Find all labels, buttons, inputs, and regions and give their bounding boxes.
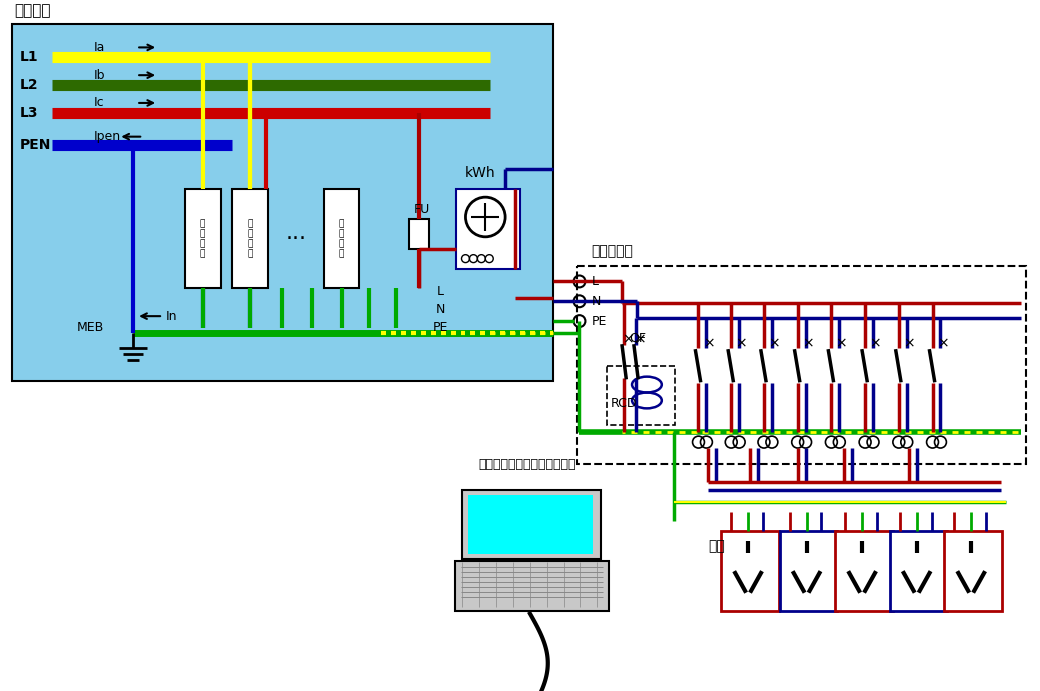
Text: Ib: Ib: [94, 68, 105, 82]
Text: 插座: 插座: [708, 539, 725, 553]
Bar: [607, 366, 675, 425]
Text: kWh: kWh: [465, 167, 496, 180]
Bar: [232, 189, 268, 288]
Text: MEB: MEB: [76, 321, 104, 334]
Text: In: In: [166, 310, 178, 323]
Text: L: L: [437, 285, 444, 299]
Bar: [890, 531, 947, 611]
Text: 居家配电筱: 居家配电筱: [592, 245, 633, 258]
Bar: [722, 531, 779, 611]
Bar: [468, 495, 594, 554]
Text: N: N: [592, 295, 601, 307]
Text: Ia: Ia: [94, 41, 105, 54]
Text: ×: ×: [937, 337, 948, 351]
Text: ···: ···: [285, 229, 307, 249]
Text: N: N: [436, 303, 445, 316]
Text: ×: ×: [622, 333, 634, 347]
Text: ×: ×: [903, 337, 914, 351]
Text: L: L: [592, 275, 598, 288]
Text: RCD: RCD: [612, 397, 638, 410]
Bar: [323, 189, 360, 288]
Text: ×: ×: [835, 337, 848, 351]
Text: ×: ×: [634, 333, 646, 347]
Text: ×: ×: [735, 337, 747, 351]
Text: PE: PE: [592, 314, 606, 328]
Bar: [944, 531, 1002, 611]
Text: ×: ×: [869, 337, 881, 351]
Bar: [576, 265, 1025, 464]
Text: ×: ×: [802, 337, 813, 351]
Text: FU: FU: [414, 202, 430, 216]
Text: QF: QF: [629, 332, 646, 345]
Text: 配
电
箱
箱: 配 电 箱 箱: [339, 220, 344, 258]
Text: 电源适配器烧毁的笔记本电脑: 电源适配器烧毁的笔记本电脑: [478, 458, 576, 471]
Text: Ic: Ic: [94, 97, 104, 109]
Bar: [185, 189, 220, 288]
Text: ×: ×: [703, 337, 714, 351]
Text: PEN: PEN: [20, 138, 52, 151]
Text: 总配电筱: 总配电筱: [15, 3, 51, 18]
Bar: [456, 189, 520, 269]
Bar: [463, 490, 601, 559]
Text: L1: L1: [20, 50, 38, 64]
Text: L3: L3: [20, 106, 38, 120]
Bar: [454, 561, 609, 611]
Text: 配
电
箱
箱: 配 电 箱 箱: [200, 220, 205, 258]
Text: ×: ×: [769, 337, 780, 351]
Bar: [409, 219, 428, 249]
Bar: [835, 531, 893, 611]
Text: L2: L2: [20, 78, 38, 92]
Text: Ipen: Ipen: [94, 130, 121, 143]
Text: PE: PE: [433, 321, 448, 334]
Bar: [780, 531, 837, 611]
Bar: [12, 23, 552, 381]
Text: 配
电
箱
箱: 配 电 箱 箱: [248, 220, 253, 258]
